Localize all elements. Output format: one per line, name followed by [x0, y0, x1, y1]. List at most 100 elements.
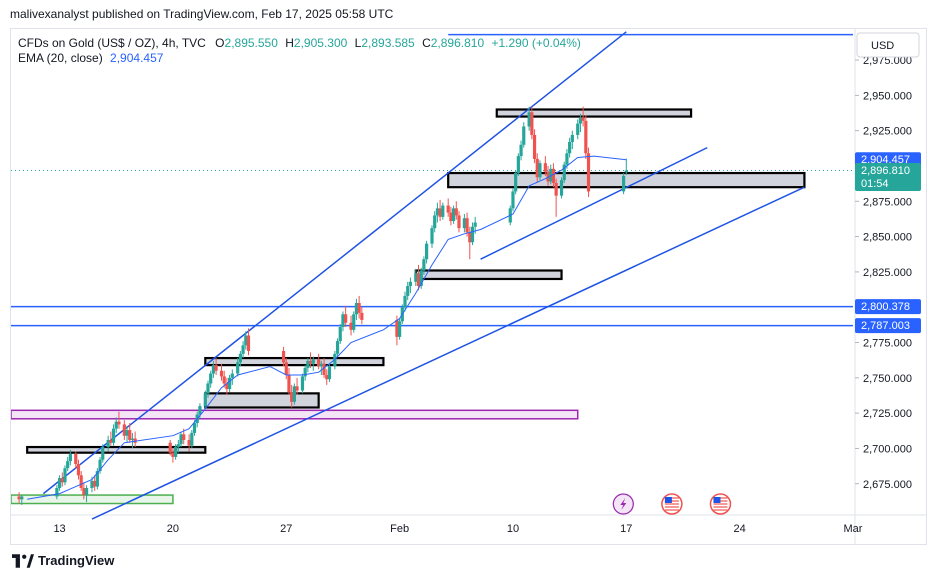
- candle-body[interactable]: [319, 363, 323, 367]
- candle-body[interactable]: [198, 406, 202, 415]
- candle-body[interactable]: [168, 442, 172, 453]
- trend-line[interactable]: [480, 146, 708, 260]
- candle-body[interactable]: [182, 434, 186, 440]
- candle-body[interactable]: [333, 353, 337, 367]
- candle-body[interactable]: [532, 134, 537, 159]
- candle-body[interactable]: [565, 153, 569, 165]
- candle-body[interactable]: [125, 430, 129, 436]
- candle-body[interactable]: [406, 286, 410, 296]
- candle-body[interactable]: [209, 373, 213, 384]
- candle-body[interactable]: [300, 376, 305, 391]
- candle-body[interactable]: [128, 430, 132, 440]
- candle-body[interactable]: [176, 444, 180, 448]
- candle-body[interactable]: [227, 377, 232, 390]
- candle-body[interactable]: [549, 168, 553, 182]
- candle-body[interactable]: [357, 302, 361, 313]
- trend-line[interactable]: [91, 186, 805, 520]
- candle-body[interactable]: [206, 383, 210, 394]
- candle-body[interactable]: [341, 314, 345, 327]
- candle-body[interactable]: [171, 452, 175, 457]
- currency-button-outline[interactable]: [856, 32, 920, 58]
- candle-body[interactable]: [241, 345, 245, 354]
- candle-body[interactable]: [416, 273, 421, 287]
- candle-body[interactable]: [244, 335, 248, 346]
- candle-body[interactable]: [230, 373, 234, 378]
- candle-body[interactable]: [76, 463, 81, 476]
- candle-body[interactable]: [465, 218, 469, 233]
- candle-body[interactable]: [516, 156, 520, 174]
- candle-body[interactable]: [106, 439, 110, 448]
- candle-body[interactable]: [344, 314, 348, 323]
- candle-body[interactable]: [335, 341, 340, 354]
- candle-body[interactable]: [317, 359, 321, 367]
- candle-body[interactable]: [287, 375, 291, 392]
- candle-body[interactable]: [511, 191, 515, 209]
- us-flag-icon[interactable]: [661, 493, 683, 515]
- candle-body[interactable]: [246, 335, 251, 351]
- candle-body[interactable]: [117, 421, 121, 425]
- price-tag-background[interactable]: [855, 299, 921, 315]
- candle-body[interactable]: [219, 370, 224, 377]
- currency-label[interactable]: USD: [871, 40, 894, 52]
- candle-body[interactable]: [190, 432, 194, 446]
- candle-body[interactable]: [55, 487, 59, 497]
- candle-body[interactable]: [306, 360, 310, 368]
- candle-body[interactable]: [570, 134, 574, 142]
- candle-body[interactable]: [622, 175, 626, 192]
- candle-body[interactable]: [20, 496, 24, 500]
- zone-box[interactable]: [11, 494, 174, 505]
- candle-body[interactable]: [17, 496, 21, 500]
- candle-body[interactable]: [122, 424, 126, 436]
- candle-body[interactable]: [130, 438, 135, 440]
- candle-body[interactable]: [281, 351, 286, 363]
- candle-body[interactable]: [74, 454, 78, 464]
- chart-frame[interactable]: 2,675.000 2,700.000 2,725.000 2,750.000 2,77…: [10, 28, 927, 545]
- candle-body[interactable]: [338, 326, 342, 342]
- candle-body[interactable]: [414, 273, 418, 282]
- candle-body[interactable]: [179, 434, 183, 445]
- candle-body[interactable]: [435, 208, 439, 216]
- candle-body[interactable]: [98, 459, 102, 472]
- price-chart[interactable]: 2,675.000 2,700.000 2,725.000 2,750.000 2,77…: [11, 29, 926, 544]
- price-tag-background[interactable]: [855, 162, 921, 191]
- candle-body[interactable]: [349, 322, 353, 330]
- candle-body[interactable]: [586, 153, 591, 192]
- candle-body[interactable]: [451, 208, 456, 222]
- candle-body[interactable]: [303, 367, 307, 377]
- candle-body[interactable]: [187, 439, 191, 446]
- candle-body[interactable]: [403, 295, 407, 308]
- us-flag-icon[interactable]: [709, 493, 732, 515]
- candle-body[interactable]: [568, 141, 572, 154]
- candle-body[interactable]: [441, 205, 445, 217]
- candle-body[interactable]: [546, 171, 550, 182]
- candle-body[interactable]: [68, 454, 72, 462]
- candle-body[interactable]: [446, 205, 450, 213]
- ema-line[interactable]: [27, 155, 627, 500]
- candle-body[interactable]: [438, 208, 442, 217]
- candle-body[interactable]: [562, 164, 566, 181]
- candle-body[interactable]: [538, 163, 542, 178]
- candle-body[interactable]: [174, 447, 178, 457]
- candle-body[interactable]: [535, 158, 539, 178]
- candle-body[interactable]: [581, 117, 585, 121]
- candle-body[interactable]: [454, 208, 458, 216]
- candle-body[interactable]: [222, 376, 226, 384]
- candle-body[interactable]: [398, 321, 402, 337]
- candle-body[interactable]: [225, 383, 229, 390]
- zone-box[interactable]: [26, 445, 207, 454]
- candle-body[interactable]: [457, 215, 461, 229]
- candle-body[interactable]: [66, 461, 70, 469]
- candle-body[interactable]: [543, 163, 547, 172]
- zone-box[interactable]: [11, 409, 579, 420]
- candle-body[interactable]: [354, 302, 359, 315]
- candle-body[interactable]: [284, 362, 288, 376]
- candle-body[interactable]: [295, 386, 299, 391]
- candle-body[interactable]: [360, 312, 364, 320]
- candle-body[interactable]: [236, 362, 240, 374]
- candle-body[interactable]: [214, 365, 218, 371]
- price-tag-background[interactable]: [855, 318, 921, 334]
- candle-body[interactable]: [527, 112, 531, 127]
- zone-box[interactable]: [204, 356, 385, 367]
- candle-body[interactable]: [111, 428, 116, 443]
- candle-body[interactable]: [624, 170, 628, 173]
